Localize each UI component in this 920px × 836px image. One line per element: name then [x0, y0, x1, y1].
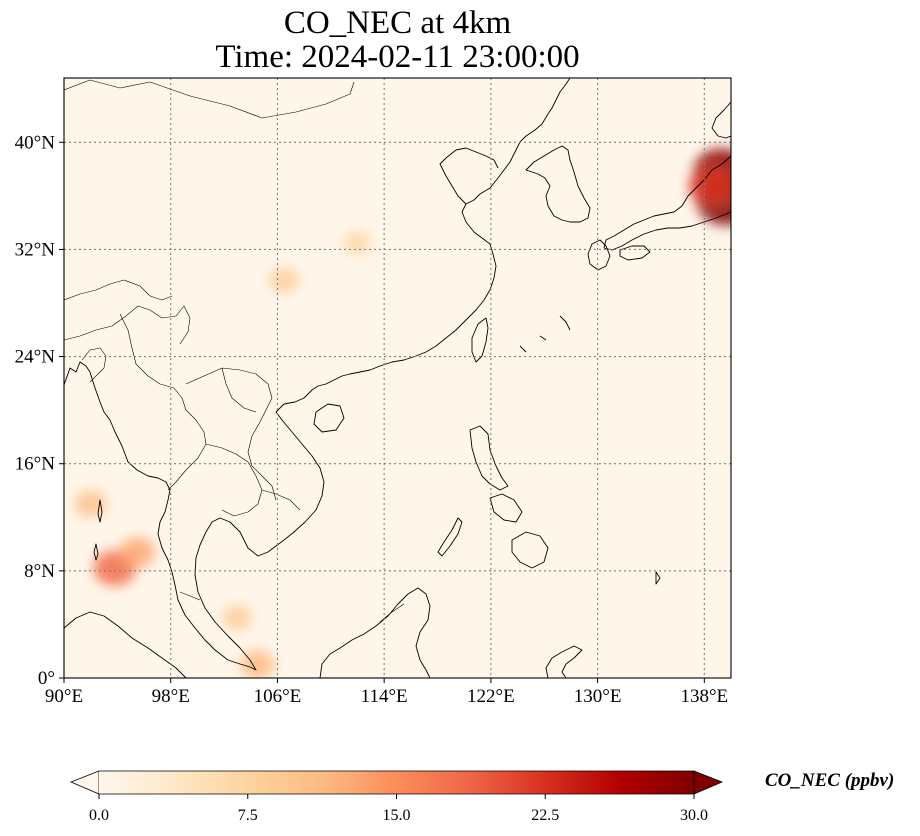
- co-plume-5: [269, 267, 300, 293]
- latitude-tick-label: 24°N: [15, 347, 56, 368]
- map-time-subtitle: Time: 2024-02-11 23:00:00: [215, 39, 580, 75]
- co-plume-9: [688, 166, 731, 207]
- country-borders: [64, 79, 405, 623]
- colorbar-tick-label: 22.5: [531, 807, 559, 824]
- mindanao-coastline: [511, 531, 549, 569]
- andaman-islands: [97, 499, 103, 523]
- co-plume-6: [343, 231, 372, 255]
- borneo-coastline: [319, 587, 431, 678]
- colorbar-ticks: 0.0 7.5 15.0 22.5 30.0: [89, 794, 708, 824]
- sulawesi-coastline: [545, 645, 583, 678]
- colorbar-extend-low: [69, 770, 100, 795]
- longitude-tick-label: 106°E: [254, 686, 302, 707]
- honshu-coastline: [603, 155, 731, 251]
- map-background: [64, 78, 731, 678]
- coastlines: [64, 78, 731, 678]
- latitude-tick-label: 40°N: [15, 132, 56, 153]
- latitude-tick-label: 0°: [38, 668, 55, 689]
- map-frame: [63, 77, 732, 679]
- border-bangladesh: [81, 347, 107, 383]
- co-plume-4: [222, 605, 253, 631]
- shikoku-coastline: [619, 245, 651, 261]
- longitude-tick-label: 138°E: [680, 686, 728, 707]
- colorbar-extend-high: [693, 770, 724, 795]
- visayas-coastline: [489, 493, 523, 523]
- co-plume-1: [119, 537, 156, 568]
- sumatra-coastline: [64, 611, 187, 678]
- palawan-coastline: [437, 517, 463, 557]
- longitude-tick-label: 114°E: [361, 686, 408, 707]
- longitude-tick-label: 130°E: [574, 686, 622, 707]
- colorbar-label: CO_NEC (ppbv): [765, 770, 895, 791]
- border-myanmar: [119, 313, 207, 491]
- colorbar-tick-label: 15.0: [383, 807, 411, 824]
- taiwan-coastline: [471, 317, 489, 363]
- mainland-coastline: [64, 78, 571, 671]
- border-india-china: [64, 305, 191, 345]
- latitude-ticks: 0° 8°N 16°N 24°N 32°N 40°N: [15, 132, 64, 689]
- korea-coastline: [525, 145, 591, 223]
- hainan-coastline: [313, 403, 345, 433]
- co-plume-3: [240, 650, 275, 678]
- border-thailand-cambodia: [205, 443, 301, 517]
- colorbar-tick-label: 7.5: [238, 807, 258, 824]
- longitude-tick-label: 98°E: [152, 686, 190, 707]
- hokkaido-coastline: [711, 101, 731, 139]
- colorbar: 0.0 7.5 15.0 22.5 30.0: [69, 770, 724, 824]
- map-title: CO_NEC at 4km: [283, 5, 512, 41]
- luzon-coastline: [469, 425, 509, 491]
- colorbar-tick-label: 0.0: [89, 807, 109, 824]
- nicobar-islands: [93, 543, 99, 561]
- colorbar-gradient: [99, 771, 694, 794]
- co-concentration-field: [74, 148, 731, 678]
- small-island-east: [655, 571, 661, 585]
- latitude-tick-label: 32°N: [15, 239, 56, 260]
- border-mongolia: [64, 79, 355, 301]
- longitude-ticks: 90°E 98°E 106°E 114°E 122°E 130°E 138°E: [45, 678, 728, 707]
- small-island-ryukyu: [519, 315, 571, 353]
- bohai-coastline: [439, 147, 499, 205]
- border-laos-vietnam: [185, 367, 277, 501]
- colorbar-tick-label: 30.0: [680, 807, 708, 824]
- longitude-tick-label: 122°E: [467, 686, 515, 707]
- longitude-tick-label: 90°E: [45, 686, 83, 707]
- latitude-tick-label: 16°N: [15, 454, 56, 475]
- latitude-tick-label: 8°N: [24, 561, 55, 582]
